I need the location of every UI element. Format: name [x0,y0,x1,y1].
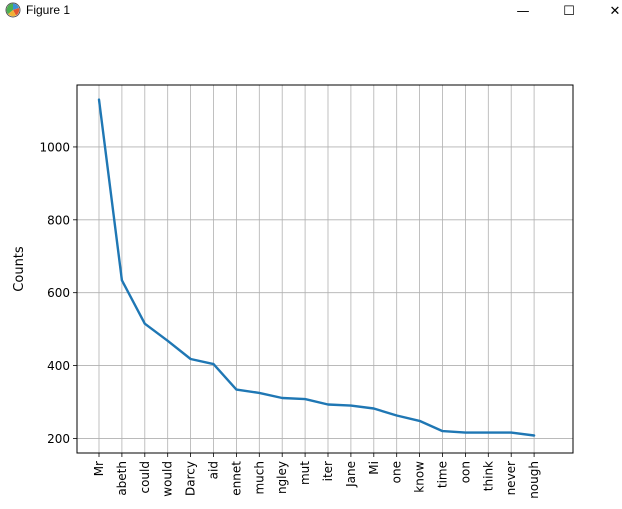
x-tick-label: one [390,461,404,483]
series-line [97,98,536,437]
y-tick-label: 600 [47,286,70,300]
x-tick-label: iter [321,461,335,481]
grid [77,85,573,453]
y-tick-label: 800 [47,213,70,227]
x-tick-label: Darcy [184,461,198,496]
x-tick-label: abeth [115,461,129,496]
close-icon: ✕ [609,3,621,19]
series-layer [97,98,536,437]
figure-canvas: 200 400 600 800 1000 Mr abeth could would Darcy a… [0,22,622,505]
close-button[interactable]: ✕ [592,0,622,22]
x-tick-label: would [161,461,175,497]
x-tick-label: ngley [275,461,289,494]
x-tick-label: oon [458,461,472,483]
minimize-button[interactable]: — [500,0,546,22]
x-tick-label: think [481,461,495,491]
line-chart: 200 400 600 800 1000 Mr abeth could would Darcy a… [12,84,574,499]
x-tick-label: time [436,461,450,488]
y-axis-label: Counts [12,246,27,292]
x-tick-label: could [138,461,152,494]
x-tick-label: know [413,461,427,493]
axes-background [77,85,573,453]
x-tick-label: Mr [92,461,106,476]
maximize-icon: ☐ [563,3,575,19]
window-titlebar: Figure 1 — ☐ ✕ [0,0,622,22]
x-tick-label: much [252,461,266,495]
x-tick-label: nough [527,461,541,499]
minimize-icon: — [516,3,530,19]
x-axis: Mr abeth could would Darcy aid ennet much ngley m… [92,453,541,499]
x-tick-label: ennet [229,461,243,496]
y-tick-label: 1000 [39,140,70,154]
app-icon [5,2,21,18]
maximize-button[interactable]: ☐ [546,0,592,22]
x-tick-label: never [504,461,518,495]
window-title: Figure 1 [26,3,71,17]
axes-frame [76,84,574,454]
x-tick-label: aid [207,461,221,479]
y-tick-label: 200 [47,432,70,446]
x-tick-label: Mi [367,461,381,475]
x-tick-label: mut [298,461,312,485]
x-tick-label: Jane [344,461,358,488]
y-axis: 200 400 600 800 1000 [39,140,77,446]
y-tick-label: 400 [47,359,70,373]
